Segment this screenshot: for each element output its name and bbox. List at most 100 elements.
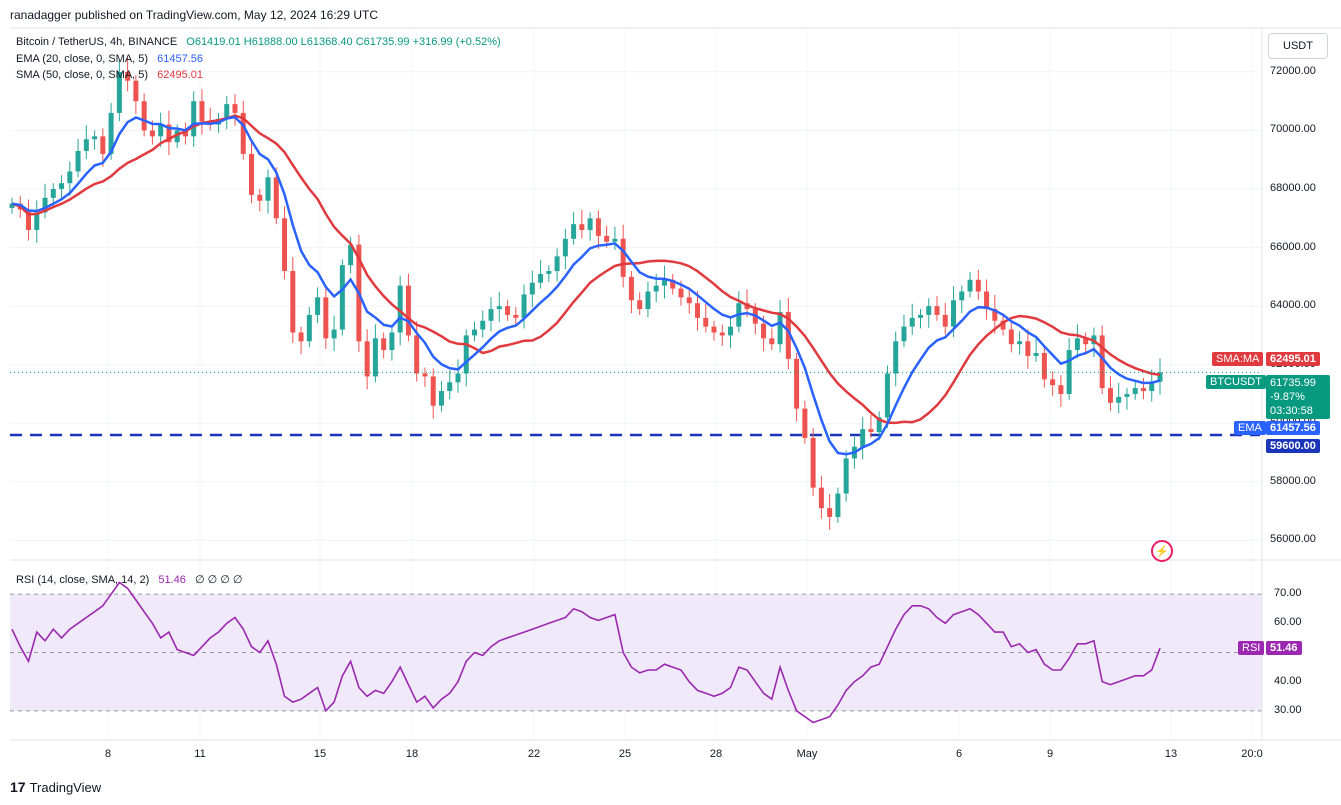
candle-body (1017, 341, 1023, 345)
candle-body (926, 306, 932, 315)
candle-body (579, 224, 585, 231)
price-change: -9.87% (1270, 391, 1305, 403)
candle-body (571, 224, 577, 239)
candle-body (397, 285, 403, 333)
candle-body (422, 373, 428, 377)
candle-body (810, 437, 816, 488)
time-tick-label: 13 (1164, 748, 1178, 760)
time-tick-label: 8 (104, 748, 112, 760)
candle-body (83, 139, 89, 151)
rsi-label: RSI (14, close, SMA, 14, 2) (16, 574, 150, 586)
price-tick-label: 56000.00 (1270, 533, 1316, 546)
candle-body (438, 391, 444, 406)
candle-body (26, 209, 32, 231)
candle-body (1066, 350, 1072, 394)
candle-body (414, 335, 420, 374)
candle-body (942, 314, 948, 327)
candle-body (34, 212, 40, 231)
candle-body (108, 112, 114, 154)
candle-body (868, 429, 874, 433)
candle-body (480, 320, 486, 330)
lightning-icon[interactable]: ⚡ (1151, 540, 1173, 562)
rsi-layer (11, 581, 1161, 724)
candle-body (967, 279, 973, 292)
candle-body (703, 317, 709, 327)
candle-body (554, 256, 560, 272)
candle-body (75, 150, 81, 172)
candle-body (951, 300, 957, 327)
sma-50-line (11, 114, 1161, 425)
candle-body (116, 71, 122, 113)
price-tick-label: 72000.00 (1270, 64, 1316, 77)
currency-unit-button[interactable]: USDT (1268, 33, 1328, 59)
candle-body (934, 306, 940, 315)
candle-body (1041, 352, 1047, 380)
publish-info: ranadagger published on TradingView.com,… (10, 8, 379, 22)
candle-body (1140, 388, 1146, 392)
candle-body (306, 314, 312, 342)
support-level-badge: 59600.00 (1266, 439, 1320, 453)
candle-body (191, 101, 197, 137)
candle-body (604, 235, 610, 242)
candle-body (546, 271, 552, 274)
candle-body (133, 80, 139, 102)
tradingview-logo-icon: 17 (10, 779, 26, 795)
symbol-title: Bitcoin / TetherUS, 4h, BINANCE (16, 36, 178, 48)
candle-body (372, 338, 378, 377)
candle-body (9, 203, 15, 209)
candle-body (670, 279, 676, 289)
time-tick-label: 11 (194, 748, 206, 760)
candle-body (1157, 372, 1163, 382)
candle-body (1074, 338, 1080, 351)
candle-body (769, 338, 775, 345)
candle-body (975, 279, 981, 292)
candle-body (496, 306, 502, 310)
ohlc-values: O61419.01 H61888.00 L61368.40 C61735.99 … (186, 36, 501, 48)
rsi-value: 51.46 (158, 574, 186, 586)
sma-value: 62495.01 (157, 69, 204, 81)
candle-body (232, 104, 238, 113)
ticker-badge: BTCUSDT (1206, 375, 1266, 389)
candle-body (521, 294, 527, 318)
candle-body (298, 332, 304, 342)
price-tick-label: 66000.00 (1270, 240, 1316, 253)
candle-body (645, 291, 651, 310)
candle-body (860, 429, 866, 447)
candle-body (331, 329, 337, 339)
time-tick-label: 15 (313, 748, 327, 760)
time-tick-label: 9 (1046, 748, 1054, 760)
candle-body (587, 218, 593, 231)
candle-body (447, 382, 453, 392)
candle-body (661, 279, 667, 286)
candle-body (1033, 352, 1039, 356)
rsi-tag-badge: RSI (1238, 641, 1265, 655)
brand-name: TradingView (29, 779, 102, 795)
candle-body (199, 101, 205, 122)
candle-body (455, 373, 461, 383)
candle-body (240, 112, 246, 154)
candle-body (472, 329, 478, 336)
candle-body (290, 271, 296, 333)
candle-body (513, 314, 519, 318)
footer: 17 TradingView (10, 779, 101, 795)
candle-body (1050, 379, 1056, 386)
sma-tag-badge: SMA:MA (1212, 352, 1264, 366)
candle-body (992, 309, 998, 321)
candle-body (141, 101, 147, 131)
candle-body (686, 297, 692, 304)
candle-body (405, 285, 411, 336)
candle-body (1149, 381, 1155, 392)
candle-body (909, 317, 915, 327)
candle-body (876, 417, 882, 433)
price-tick-label: 58000.00 (1270, 474, 1316, 487)
candle-body (628, 276, 634, 301)
candle-body (595, 218, 601, 236)
candle-body (505, 306, 511, 315)
candle-body (149, 130, 155, 137)
candle-body (529, 282, 535, 295)
candle-body (348, 244, 354, 266)
candle-body (364, 341, 370, 377)
legend-sma-row: SMA (50, close, 0, SMA, 5) 62495.01 (16, 69, 203, 81)
candle-body (282, 218, 288, 272)
